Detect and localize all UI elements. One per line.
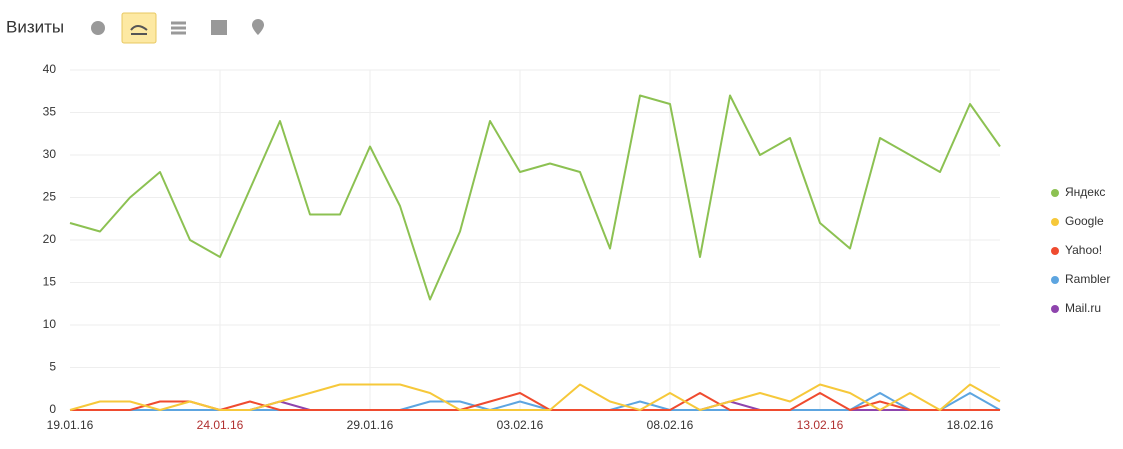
legend-marker <box>1051 276 1059 284</box>
y-tick-label: 10 <box>43 317 57 331</box>
x-tick-label: 18.02.16 <box>947 418 994 432</box>
legend-marker <box>1051 218 1059 226</box>
legend-label: Google <box>1065 214 1104 228</box>
x-tick-label: 24.01.16 <box>197 418 244 432</box>
legend-label: Yahoo! <box>1065 243 1102 257</box>
x-tick-label: 19.01.16 <box>47 418 94 432</box>
x-tick-label: 03.02.16 <box>497 418 544 432</box>
x-tick-label: 08.02.16 <box>647 418 694 432</box>
map-icon[interactable] <box>252 19 264 35</box>
area-icon[interactable] <box>171 21 186 35</box>
pie-icon[interactable] <box>91 21 105 35</box>
legend-label: Mail.ru <box>1065 301 1101 315</box>
line-button[interactable] <box>121 12 157 44</box>
y-tick-label: 20 <box>43 232 57 246</box>
y-tick-label: 35 <box>43 105 57 119</box>
x-tick-label: 29.01.16 <box>347 418 394 432</box>
legend-label: Rambler <box>1065 272 1110 286</box>
legend-marker <box>1051 247 1059 255</box>
bar-icon[interactable] <box>211 20 227 35</box>
y-tick-label: 40 <box>43 62 57 76</box>
y-tick-label: 25 <box>43 190 57 204</box>
legend-label: Яндекс <box>1065 185 1105 199</box>
series-line <box>69 94 1001 301</box>
legend-marker <box>1051 305 1059 313</box>
view-switcher <box>91 12 264 44</box>
y-tick-label: 30 <box>43 147 57 161</box>
legend-marker <box>1051 189 1059 197</box>
series-line <box>69 383 1001 411</box>
chart-title: Визиты <box>6 17 64 36</box>
y-tick-label: 5 <box>49 360 56 374</box>
y-tick-label: 15 <box>43 275 57 289</box>
y-tick-label: 0 <box>49 402 56 416</box>
line-icon <box>130 25 148 35</box>
x-tick-label: 13.02.16 <box>797 418 844 432</box>
series-line <box>70 392 1000 411</box>
